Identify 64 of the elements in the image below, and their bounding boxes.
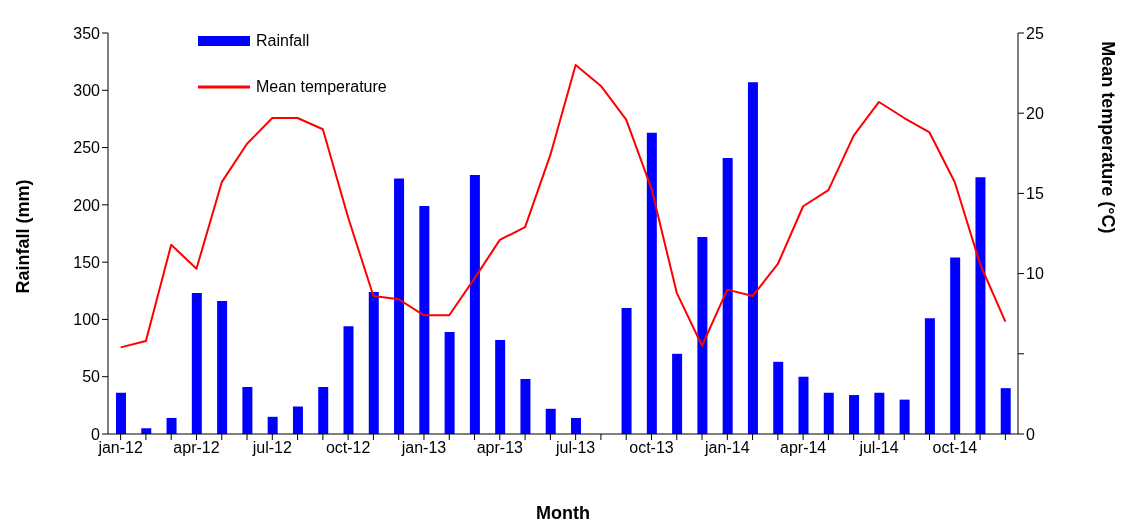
y-tick-label: 50 <box>82 368 101 386</box>
bar <box>469 175 480 434</box>
x-tick-label: jul-12 <box>251 439 292 457</box>
y2-axis-title: Mean temperature (°C) <box>1097 41 1118 234</box>
bar <box>697 236 708 434</box>
bar <box>773 361 784 434</box>
y-tick-label: 150 <box>73 253 101 271</box>
x-tick-label: apr-13 <box>476 439 524 457</box>
x-tick-label: jan-14 <box>704 439 750 457</box>
bar <box>899 399 910 434</box>
y-tick-label: 250 <box>73 139 101 157</box>
bar <box>849 395 860 434</box>
bar <box>672 353 683 434</box>
x-tick-label: jan-12 <box>97 439 143 457</box>
y-tick-label: 100 <box>73 311 101 329</box>
bar <box>520 379 531 434</box>
x-tick-label: jan-13 <box>400 439 447 457</box>
y-tick-label: 200 <box>73 196 101 214</box>
x-tick-label: apr-14 <box>780 439 827 457</box>
x-tick-label: oct-12 <box>325 439 371 457</box>
bar <box>191 293 202 434</box>
legend-label: Rainfall <box>256 32 310 50</box>
bar <box>495 340 506 434</box>
legend-label: Mean temperature <box>256 78 387 96</box>
bar <box>217 301 228 434</box>
y2-tick-label: 0 <box>1026 425 1035 443</box>
bar <box>571 417 581 434</box>
y2-tick-label: 10 <box>1026 265 1044 283</box>
bar <box>545 408 556 434</box>
bar <box>394 178 405 434</box>
bar <box>798 376 809 434</box>
x-tick-label: oct-14 <box>932 439 978 457</box>
x-tick-label: oct-13 <box>629 439 674 457</box>
bar <box>444 332 455 434</box>
bar <box>318 387 329 434</box>
y-tick-label: 350 <box>73 24 101 42</box>
y2-tick-label: 25 <box>1026 24 1044 42</box>
bar <box>292 406 303 434</box>
bar <box>950 257 961 434</box>
bar <box>975 177 986 434</box>
bar <box>166 417 177 434</box>
y-axis-title: Rainfall (mm) <box>13 179 34 294</box>
bar <box>242 387 253 434</box>
bar <box>823 392 834 434</box>
x-axis-title: Month <box>536 503 590 523</box>
x-tick-label: apr-12 <box>173 439 220 457</box>
x-tick-label: jul-14 <box>858 439 899 457</box>
bar <box>343 326 354 434</box>
y2-tick-label: 15 <box>1026 185 1044 203</box>
bar <box>621 307 632 434</box>
y2-tick-label: 20 <box>1026 104 1044 122</box>
x-tick-label: jul-13 <box>555 439 596 457</box>
bar <box>368 291 379 434</box>
bar <box>646 132 657 434</box>
bar <box>874 392 885 434</box>
y-tick-label: 300 <box>73 81 101 99</box>
bar <box>747 82 758 434</box>
bar <box>267 416 278 434</box>
bar <box>419 206 430 434</box>
bar <box>924 318 935 434</box>
line-series <box>119 64 1007 349</box>
bar <box>722 157 733 434</box>
bar <box>116 392 126 434</box>
bar <box>1000 388 1011 434</box>
